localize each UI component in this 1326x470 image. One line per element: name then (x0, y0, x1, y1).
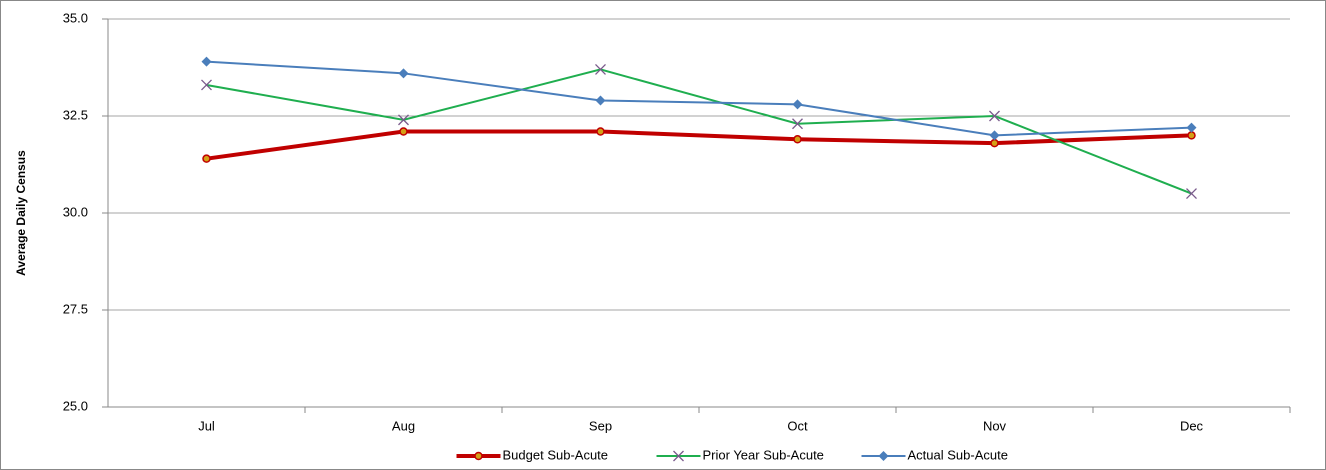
point (596, 127, 605, 136)
series-line (206, 129, 1192, 161)
x-tick-label: Sep (589, 418, 612, 433)
y-tick-label: 35.0 (63, 10, 88, 25)
point (399, 127, 408, 136)
point (990, 138, 999, 148)
x-tick-label: Aug (392, 418, 415, 433)
x-tick-label: Jul (198, 418, 215, 433)
x-tick-label: Oct (787, 418, 808, 433)
legend-marker (878, 451, 889, 461)
y-axis-label: Average Daily Census (14, 150, 28, 276)
point (398, 114, 409, 126)
series-line (206, 60, 1192, 137)
legend-label: Budget Sub-Acute (503, 447, 609, 462)
y-tick-label: 30.0 (63, 204, 88, 219)
y-tick-label: 25.0 (63, 398, 88, 413)
point (792, 99, 803, 110)
point (1187, 131, 1196, 140)
point (792, 118, 803, 130)
point (1186, 122, 1197, 133)
point (201, 79, 212, 91)
point (1186, 188, 1197, 200)
y-tick-label: 32.5 (63, 107, 88, 122)
point (989, 130, 1000, 141)
y-tick-label: 27.5 (63, 301, 88, 316)
x-tick-label: Dec (1180, 418, 1204, 433)
legend-marker (673, 450, 684, 462)
point (989, 110, 1000, 122)
point (793, 135, 802, 144)
point (595, 95, 606, 106)
legend-label: Actual Sub-Acute (908, 447, 1008, 462)
x-tick-label: Nov (983, 418, 1007, 433)
legend-marker (474, 451, 483, 461)
point (201, 56, 212, 67)
legend-label: Prior Year Sub-Acute (703, 447, 824, 462)
series-line (206, 68, 1192, 195)
point (398, 68, 409, 79)
point (202, 154, 211, 163)
point (595, 63, 606, 75)
